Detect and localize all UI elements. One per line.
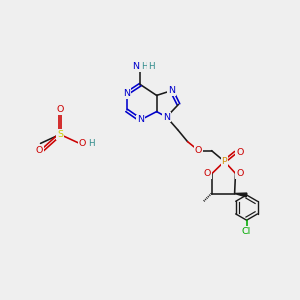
Text: Cl: Cl — [242, 227, 251, 236]
Text: H: H — [141, 62, 148, 71]
Text: N: N — [168, 86, 175, 95]
Text: O: O — [236, 148, 243, 157]
Text: H: H — [148, 62, 154, 71]
Text: O: O — [79, 139, 86, 148]
Text: N: N — [132, 62, 140, 71]
Text: O: O — [35, 146, 43, 155]
Text: P: P — [221, 157, 227, 166]
Text: H: H — [88, 139, 95, 148]
Text: N: N — [137, 116, 144, 124]
Text: S: S — [57, 130, 63, 139]
Text: O: O — [204, 169, 211, 178]
Text: N: N — [123, 89, 130, 98]
Text: O: O — [195, 146, 202, 155]
Text: O: O — [236, 169, 243, 178]
Polygon shape — [235, 193, 247, 197]
Text: O: O — [56, 105, 64, 114]
Text: N: N — [163, 112, 170, 122]
